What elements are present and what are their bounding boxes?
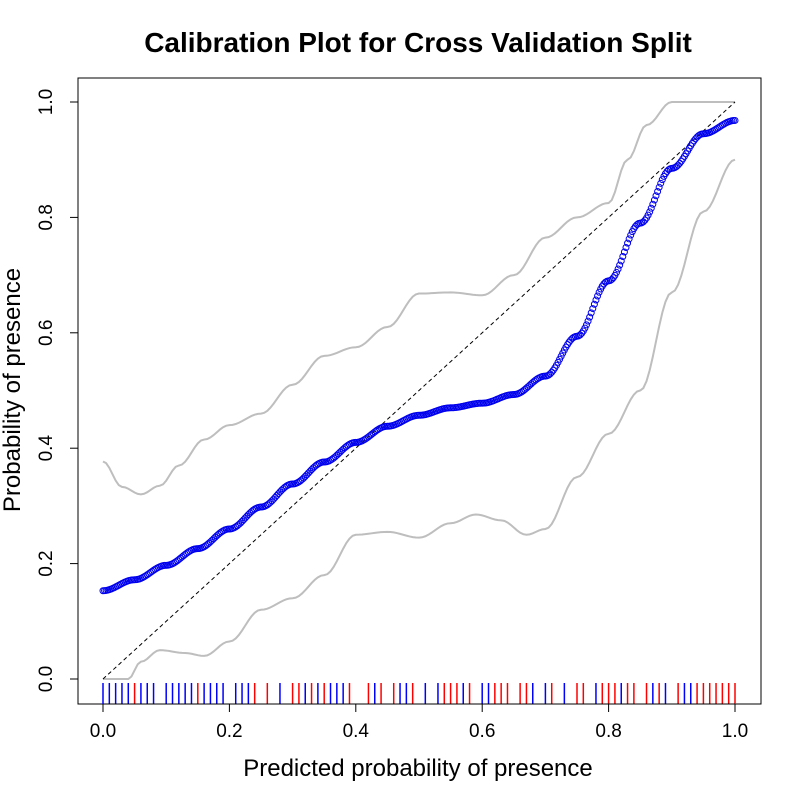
- y-tick-label: 0.4: [36, 435, 57, 462]
- y-tick-label: 1.0: [36, 89, 57, 115]
- lower-band-line: [103, 158, 736, 680]
- x-tick-label: 0.2: [216, 721, 242, 742]
- reference-line-layer: [102, 101, 736, 680]
- calibration-point: [616, 261, 624, 269]
- calibration-point: [614, 265, 622, 273]
- reference-diagonal-line: [102, 101, 736, 680]
- calibration-point: [655, 183, 663, 191]
- x-tick-label: 1.0: [722, 721, 748, 742]
- calibration-point: [613, 268, 620, 276]
- x-tick-label: 0.0: [90, 721, 116, 742]
- calibration-point: [584, 317, 592, 325]
- upper-band-line: [102, 101, 735, 496]
- confidence-band-layer: [102, 101, 736, 680]
- calibration-point: [620, 248, 628, 256]
- calibration-point: [619, 253, 627, 261]
- calibration-point: [627, 231, 635, 239]
- calibration-point: [586, 313, 594, 321]
- calibration-point: [595, 288, 603, 296]
- calibration-point: [657, 179, 665, 187]
- calibration-point: [582, 321, 590, 329]
- calibration-point: [649, 200, 657, 208]
- calibration-point: [646, 208, 654, 216]
- calibration-point: [633, 221, 641, 229]
- calibration-point: [658, 176, 666, 184]
- chart-title: Calibration Plot for Cross Validation Sp…: [144, 27, 692, 58]
- y-axis-label: Probability of presence: [0, 268, 26, 512]
- calibration-point: [594, 292, 602, 300]
- axes-layer: 0.0 0.2 0.4 0.6 0.8 1.0 0.0 0.2 0.4 0.6 0.8 1.0: [36, 89, 748, 742]
- x-tick-label: 0.4: [343, 721, 370, 742]
- calibration-point: [650, 196, 658, 204]
- calibration-point: [644, 211, 652, 219]
- calibration-point: [652, 192, 660, 200]
- calibration-point: [617, 257, 625, 265]
- x-tick-label: 0.8: [595, 721, 621, 742]
- calibration-point: [601, 278, 609, 286]
- calibration-point: [625, 235, 633, 243]
- x-tick-label: 0.6: [469, 721, 495, 742]
- calibration-point: [581, 324, 589, 332]
- y-tick-label: 0.8: [36, 204, 57, 230]
- y-tick-label: 0.6: [36, 320, 57, 346]
- calibration-layer: [99, 116, 739, 595]
- y-tick-label: 0.2: [36, 550, 57, 576]
- rug-layer: [102, 683, 736, 704]
- y-tick-label: 0.0: [36, 666, 57, 692]
- calibration-point: [589, 305, 597, 313]
- calibration-point: [590, 300, 598, 308]
- calibration-point: [622, 244, 630, 252]
- calibration-point: [647, 204, 655, 212]
- calibration-point: [654, 187, 662, 195]
- calibration-point: [592, 296, 600, 304]
- x-axis-label: Predicted probability of presence: [243, 755, 593, 782]
- calibration-point: [665, 166, 673, 174]
- calibration-point: [624, 239, 632, 247]
- calibration-point: [731, 116, 739, 124]
- calibration-point: [587, 309, 595, 317]
